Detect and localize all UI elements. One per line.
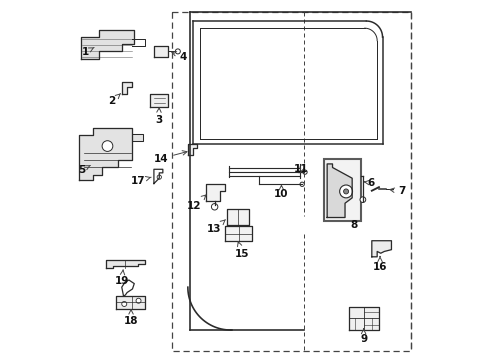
Text: 9: 9: [360, 329, 367, 344]
Text: 19: 19: [115, 270, 129, 286]
Text: 16: 16: [373, 257, 387, 272]
Polygon shape: [117, 296, 145, 309]
Text: 10: 10: [274, 185, 289, 199]
Text: 13: 13: [207, 220, 225, 234]
Circle shape: [211, 203, 218, 210]
Circle shape: [102, 141, 113, 152]
Polygon shape: [106, 260, 145, 267]
Polygon shape: [150, 94, 168, 107]
Text: 12: 12: [187, 195, 206, 211]
Polygon shape: [227, 208, 248, 225]
Polygon shape: [348, 307, 379, 330]
Bar: [323, 158, 361, 221]
Text: 2: 2: [108, 94, 121, 107]
Text: 8: 8: [351, 220, 358, 230]
Circle shape: [300, 182, 304, 186]
Text: 5: 5: [78, 165, 90, 175]
Text: 17: 17: [131, 176, 151, 186]
Text: 18: 18: [124, 310, 138, 327]
Polygon shape: [154, 46, 168, 57]
Circle shape: [343, 189, 348, 194]
Text: 15: 15: [235, 242, 249, 258]
Circle shape: [360, 197, 366, 203]
Circle shape: [340, 185, 352, 198]
Polygon shape: [122, 82, 132, 94]
Circle shape: [136, 298, 141, 303]
Text: 6: 6: [365, 178, 375, 188]
Polygon shape: [206, 184, 225, 202]
Circle shape: [122, 301, 127, 306]
Text: 14: 14: [153, 151, 187, 163]
Text: 1: 1: [82, 47, 94, 57]
Polygon shape: [372, 241, 392, 257]
Polygon shape: [188, 144, 197, 155]
Polygon shape: [79, 128, 132, 180]
Circle shape: [303, 170, 307, 174]
Circle shape: [157, 175, 161, 179]
Text: 7: 7: [390, 186, 406, 197]
Text: 4: 4: [172, 51, 187, 62]
Text: 11: 11: [294, 164, 309, 174]
Polygon shape: [225, 226, 252, 241]
Text: 3: 3: [155, 108, 162, 125]
Polygon shape: [327, 164, 352, 217]
Polygon shape: [132, 134, 143, 141]
Circle shape: [175, 49, 180, 54]
Polygon shape: [81, 30, 134, 59]
